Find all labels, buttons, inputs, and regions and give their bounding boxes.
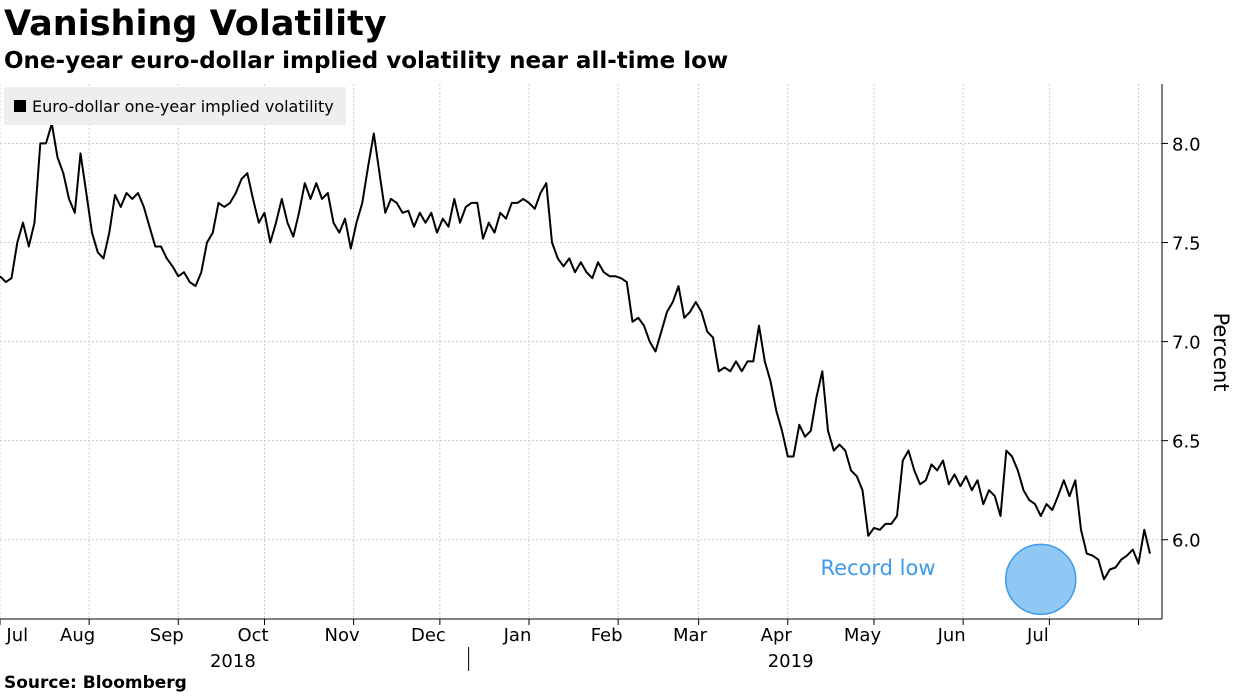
chart-subtitle: One-year euro-dollar implied volatility …: [4, 48, 729, 74]
x-tick-label: Mar: [673, 625, 708, 646]
x-tick-label: Aug: [60, 625, 95, 646]
annotation-label: Record low: [820, 556, 935, 580]
y-tick-label: 6.0: [1172, 531, 1201, 552]
legend: Euro-dollar one-year implied volatility: [4, 87, 346, 125]
x-tick-label: Sep: [150, 625, 184, 646]
x-tick-label: May: [844, 625, 882, 646]
x-tick-label: Dec: [411, 625, 446, 646]
x-tick-label: Jul: [5, 625, 28, 646]
y-tick-label: 7.5: [1172, 234, 1201, 255]
source-note: Source: Bloomberg: [4, 673, 187, 693]
x-tick-label: Jun: [937, 625, 966, 646]
y-tick-label: 7.0: [1172, 333, 1201, 354]
y-axis-title: Percent: [1209, 312, 1233, 391]
x-tick-label: Feb: [591, 625, 623, 646]
year-label: 2018: [210, 651, 256, 672]
legend-label: Euro-dollar one-year implied volatility: [32, 96, 334, 116]
legend-swatch: [14, 100, 26, 112]
x-tick-label: Nov: [325, 625, 360, 646]
y-tick-label: 8.0: [1172, 134, 1201, 155]
x-tick-label: Jul: [1026, 625, 1049, 646]
x-tick-label: Oct: [237, 625, 268, 646]
year-label: 2019: [768, 651, 814, 672]
series-line: [0, 122, 1151, 581]
x-tick-label: Apr: [761, 625, 793, 646]
x-tick-label: Jan: [503, 625, 532, 646]
y-tick-label: 6.5: [1172, 432, 1201, 453]
record-low-marker: [1005, 543, 1077, 616]
chart-title: Vanishing Volatility: [4, 4, 387, 44]
